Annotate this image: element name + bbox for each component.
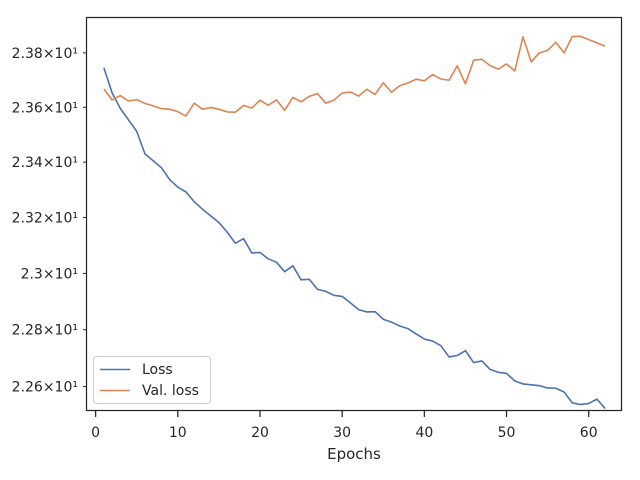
x-axis: 0 10 20 30 40 50 60 — [91, 411, 598, 441]
y-tick-label: 2.3×10¹ — [21, 266, 78, 282]
y-axis: 2.26×10¹ 2.28×10¹ 2.3×10¹ 2.32×10¹ 2.34×10¹ 2… — [12, 46, 87, 396]
y-tick-label: 2.28×10¹ — [12, 323, 78, 339]
series-line-val-loss — [103, 35, 606, 117]
y-tick-label: 2.34×10¹ — [12, 155, 78, 171]
y-tick-label: 2.32×10¹ — [12, 211, 78, 227]
x-tick-label: 60 — [580, 425, 598, 441]
y-tick-label: 2.26×10¹ — [12, 380, 78, 396]
legend-label-loss: Loss — [142, 362, 173, 378]
legend: Loss Val. loss — [93, 356, 211, 404]
plot-area — [103, 35, 606, 410]
x-tick-label: 10 — [169, 425, 187, 441]
x-tick-label: 20 — [251, 425, 269, 441]
x-tick-label: 30 — [333, 425, 351, 441]
x-tick-label: 40 — [415, 425, 433, 441]
legend-box — [93, 356, 211, 404]
x-axis-label: Epochs — [327, 445, 381, 463]
y-tick-label: 2.36×10¹ — [12, 100, 78, 116]
x-tick-label: 0 — [91, 425, 100, 441]
y-tick-label: 2.38×10¹ — [12, 46, 78, 62]
series-line-loss — [103, 67, 606, 410]
x-tick-label: 50 — [498, 425, 516, 441]
legend-label-val-loss: Val. loss — [142, 383, 199, 399]
axes-frame — [85, 16, 623, 412]
